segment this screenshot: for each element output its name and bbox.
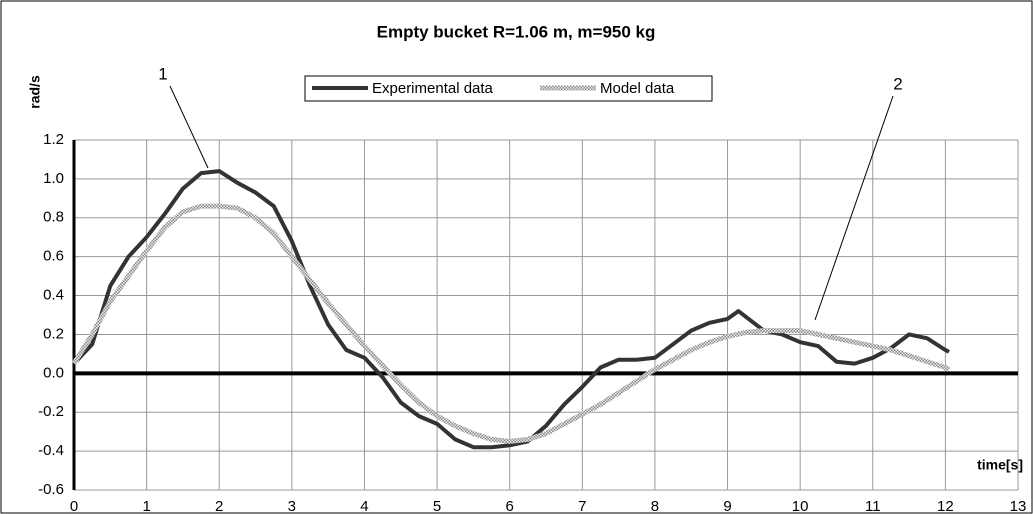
x-tick-label: 2	[215, 498, 223, 514]
x-tick-label: 11	[865, 498, 881, 514]
y-axis-label: rad/s	[27, 75, 43, 109]
data-line	[71, 203, 951, 444]
x-tick-label: 3	[288, 498, 296, 514]
y-tick-label: 0.8	[43, 209, 64, 226]
x-tick-label: 5	[433, 498, 441, 514]
y-tick-label: 0.6	[43, 248, 64, 265]
y-tick-label: 1.0	[43, 170, 64, 187]
annotation: 2	[893, 74, 902, 93]
x-tick-label: 13	[1010, 498, 1027, 514]
x-tick-label: 12	[937, 498, 954, 514]
x-tick-label: 8	[651, 498, 659, 514]
legend-label: Model data	[600, 80, 675, 97]
y-tick-label: -0.6	[38, 481, 64, 498]
x-tick-label: 1	[142, 498, 150, 514]
y-tick-label: 0.2	[43, 325, 64, 342]
legend-label: Experimental data	[372, 80, 494, 97]
y-tick-label: 1.2	[43, 131, 64, 148]
y-tick-label: 0.4	[43, 287, 64, 304]
annotation-leader	[814, 95, 894, 321]
x-tick-label: 4	[360, 498, 368, 514]
y-tick-label: -0.4	[38, 442, 64, 459]
chart-title: Empty bucket R=1.06 m, m=950 kg	[377, 22, 656, 41]
annotation: 1	[158, 64, 167, 83]
x-tick-label: 6	[506, 498, 514, 514]
x-tick-label: 7	[578, 498, 586, 514]
y-tick-label: -0.2	[38, 403, 64, 420]
y-tick-label: 0.0	[43, 364, 64, 381]
x-tick-label: 0	[70, 498, 78, 514]
x-axis-label: time[s]	[977, 457, 1023, 473]
data-line	[72, 169, 950, 450]
x-tick-label: 10	[792, 498, 809, 514]
annotation-leader	[169, 85, 209, 169]
x-tick-label: 9	[723, 498, 731, 514]
legend	[304, 75, 713, 102]
